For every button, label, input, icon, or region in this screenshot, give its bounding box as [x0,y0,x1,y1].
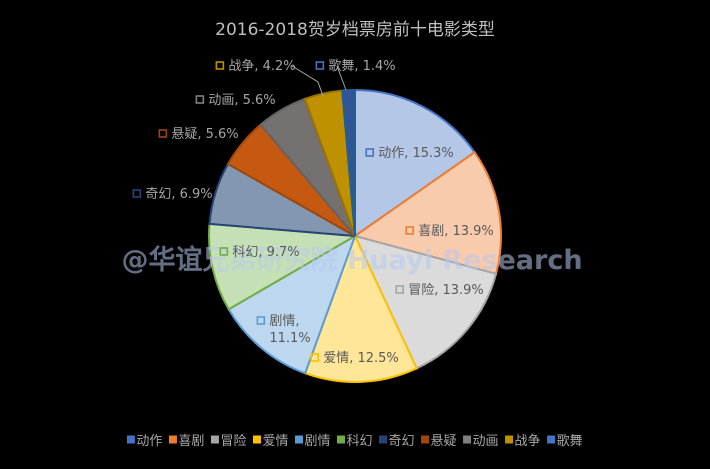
data-label-marker [405,226,415,235]
data-label-text: 冒险, 13.9% [408,283,484,298]
leader-line-11 [336,65,347,91]
data-label-marker [132,189,142,198]
data-label-6: 科幻, 9.7% [219,245,300,260]
data-label-11: 歌舞, 1.4% [315,59,396,74]
watermark-text: @华谊兄弟研究院 Huayi Research [121,244,582,276]
data-label-8: 悬疑, 5.6% [158,126,239,142]
pie-slice-6 [208,222,359,311]
legend-item-1: 动作 [126,434,162,449]
pie-slice-1 [354,88,477,238]
legend-swatch [210,435,219,444]
legend-swatch [547,435,556,444]
pie-slice-11 [341,88,356,237]
legend-swatch [421,435,430,444]
legend-item-11: 歌舞 [547,434,583,449]
pie-slice-2 [352,150,502,276]
data-label-marker [310,353,320,362]
legend-item-5: 剧情 [294,434,330,449]
legend-label: 奇幻 [389,433,415,449]
legend-label: 歌舞 [557,434,583,449]
leader-line-10 [291,65,324,97]
legend-label: 动作 [136,434,162,449]
legend-item-6: 科幻 [336,434,373,449]
legend-label: 喜剧 [178,434,204,449]
legend-label: 战争 [515,434,541,449]
pie-slices [208,88,502,383]
data-label-marker [395,285,405,294]
data-label-text: 奇幻, 6.9% [145,186,212,202]
data-label-text: 战争, 4.2% [228,59,295,74]
data-label-3: 冒险, 13.9% [395,283,484,298]
data-label-marker [158,129,168,138]
data-labels: 动作, 15.3% 喜剧, 13.9% 冒险, 13.9% 爱情, 12.5% 剧情, 1… [132,59,494,366]
legend-swatch [294,435,303,444]
data-label-9: 动画, 5.6% [195,93,276,108]
legend-item-10: 战争 [505,434,541,449]
data-label-text: 动画, 5.6% [208,93,275,108]
data-label-marker [256,316,266,325]
pie-slice-5 [227,233,357,375]
data-label-text: 剧情, [269,314,299,329]
data-label-text: 喜剧, 13.9% [418,224,494,239]
legend-label: 悬疑 [431,433,457,449]
data-label-5: 剧情, 11.1% [256,314,311,346]
data-label-10: 战争, 4.2% [215,59,296,74]
data-label-marker [219,247,229,256]
data-label-text: 爱情, 12.5% [323,351,399,366]
legend-item-9: 动画 [463,434,499,449]
data-label-2: 喜剧, 13.9% [405,224,494,239]
legend-swatch [126,435,135,444]
legend-item-2: 喜剧 [168,434,204,449]
legend-swatch [168,435,177,444]
legend-swatch [336,435,345,444]
data-label-marker [195,95,205,104]
data-label-marker [215,61,225,70]
data-label-text: 科幻, 9.7% [232,245,299,260]
data-label-marker [315,61,325,70]
legend-swatch [379,435,388,444]
data-label-4: 爱情, 12.5% [310,351,399,366]
watermark: @华谊兄弟研究院 Huayi Research [121,244,582,276]
data-label-7: 奇幻, 6.9% [132,186,213,202]
data-label-1: 动作, 15.3% [365,146,454,161]
legend-label: 剧情 [304,434,330,449]
data-label-text: 悬疑, 5.6% [171,126,238,142]
data-label-marker [365,148,375,157]
legend-item-4: 爱情 [252,434,288,449]
data-label-text: 动作, 15.3% [378,146,454,161]
pie-slice-4 [303,233,419,383]
legend-item-3: 冒险 [210,434,246,449]
legend-label: 科幻 [346,434,372,449]
legend-item-8: 悬疑 [421,433,457,449]
legend-swatch [505,435,514,444]
legend-swatch [463,435,472,444]
legend-label: 爱情 [262,434,288,449]
legend: 动作 喜剧 冒险 爱情 剧情 科幻 奇幻 悬疑 动画 战争 歌舞 [126,433,583,449]
legend-swatch [252,435,261,444]
legend-label: 冒险 [220,434,246,449]
pie-slice-3 [353,234,498,370]
legend-label: 动画 [473,434,499,449]
data-label-text: 歌舞, 1.4% [328,59,395,74]
data-label-text: 11.1% [269,331,310,346]
leader-lines [291,65,347,97]
chart-title: 2016-2018贺岁档票房前十电影类型 [215,20,495,40]
legend-item-7: 奇幻 [379,433,415,449]
